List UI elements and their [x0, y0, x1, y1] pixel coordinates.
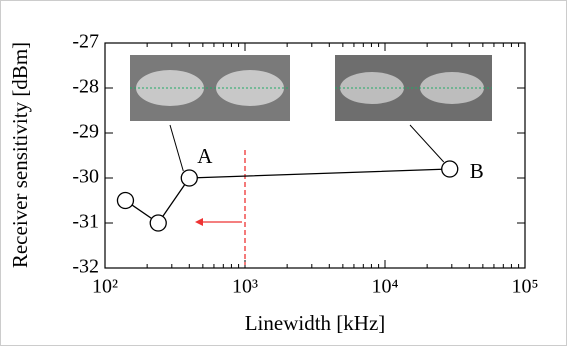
- x-tick-label: 10³: [232, 276, 258, 298]
- y-axis-label: Receiver sensitivity [dBm]: [8, 42, 32, 268]
- y-tick-label: -28: [72, 76, 99, 98]
- x-axis-label: Linewidth [kHz]: [245, 311, 386, 335]
- y-tick-label: -27: [72, 31, 99, 53]
- y-tick-label: -31: [72, 211, 99, 233]
- marker: [181, 170, 197, 186]
- y-tick-label: -29: [72, 121, 99, 143]
- annotation: A: [197, 144, 213, 168]
- x-tick-label: 10⁵: [512, 276, 539, 298]
- marker: [442, 161, 458, 177]
- marker: [117, 193, 133, 209]
- x-tick-label: 10⁴: [372, 276, 399, 298]
- chart: Linewidth [kHz] Receiver sensitivity [dB…: [0, 0, 567, 346]
- marker: [150, 215, 166, 231]
- annotation: B: [470, 159, 484, 183]
- y-tick-label: -32: [72, 256, 99, 278]
- y-tick-label: -30: [72, 166, 99, 188]
- x-tick-label: 10²: [92, 276, 118, 298]
